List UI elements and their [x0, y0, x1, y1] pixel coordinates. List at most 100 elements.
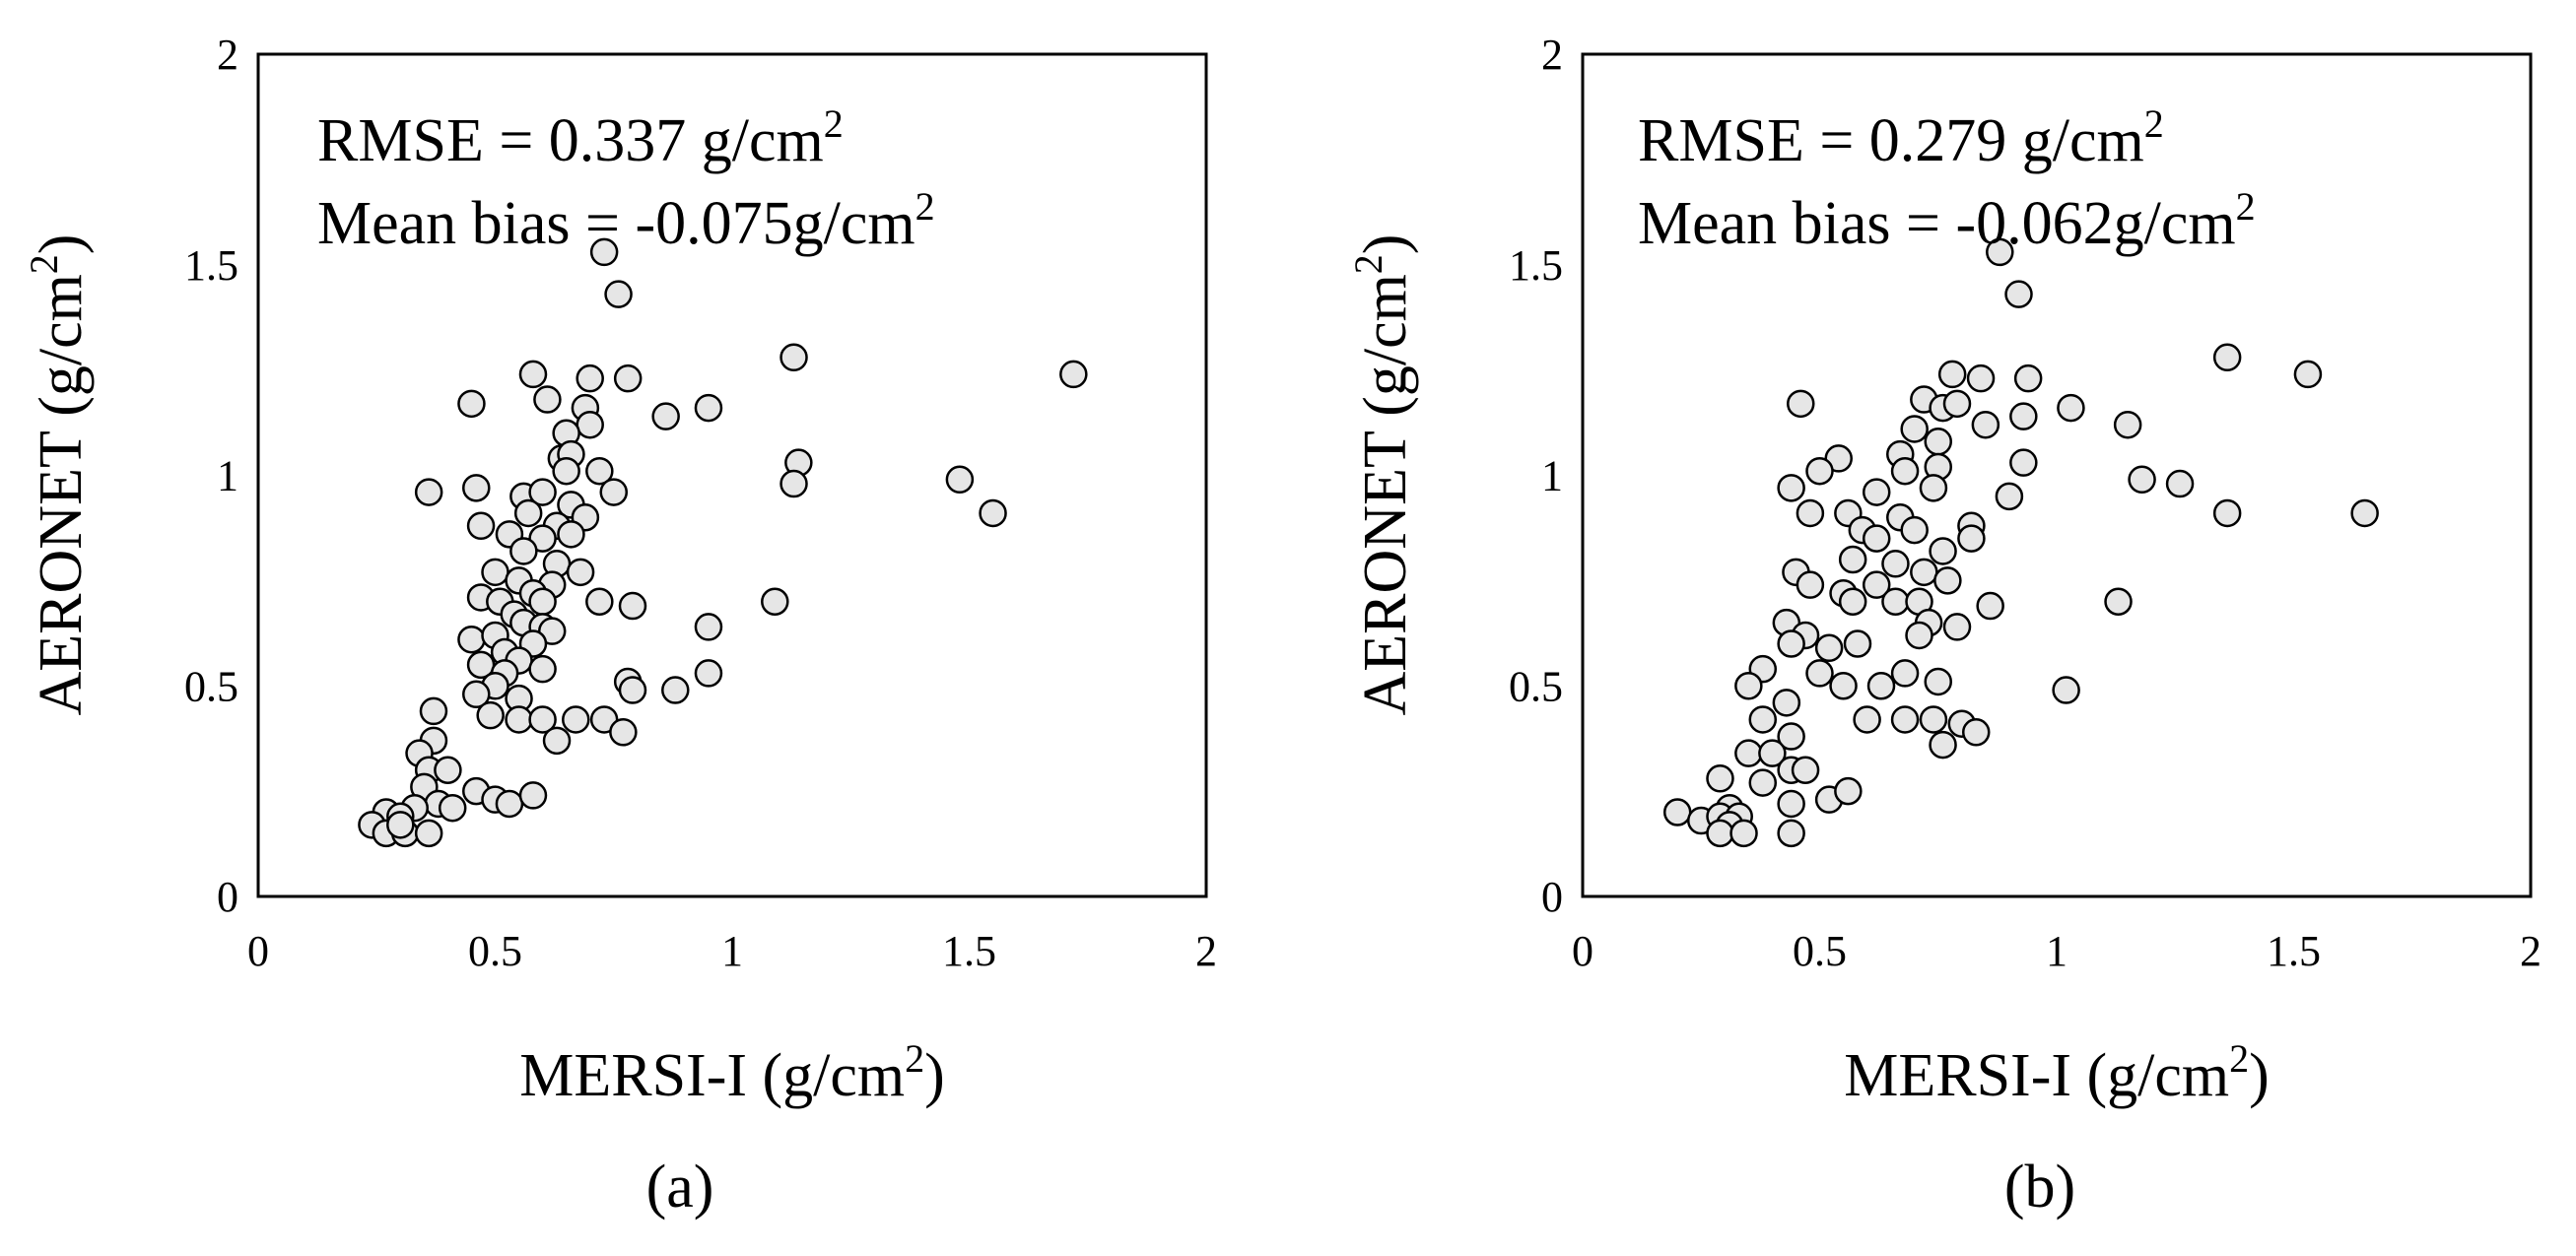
data-point [1059, 360, 1088, 389]
x-axis-label: MERSI-I (g/cm2) [1844, 1036, 2270, 1109]
data-point [1900, 515, 1929, 545]
data-point [1933, 566, 1962, 595]
data-point [618, 676, 647, 704]
x-tick-label: 1.5 [942, 927, 996, 975]
data-point [1734, 739, 1763, 767]
data-point [1862, 570, 1891, 599]
x-axis-label: MERSI-I (g/cm2) [519, 1036, 945, 1109]
y-tick-label: 2 [217, 31, 238, 79]
data-point [1814, 633, 1844, 663]
rmse-annotation: RMSE = 0.279 g/cm2 [1638, 101, 2164, 174]
data-point [1706, 764, 1734, 793]
data-point [2009, 402, 2038, 430]
y-tick-label: 0.5 [1509, 662, 1563, 710]
data-point [2293, 360, 2323, 389]
data-point [1866, 672, 1896, 700]
data-point [618, 591, 647, 621]
data-point [518, 360, 548, 389]
y-tick-label: 1.5 [1509, 241, 1563, 290]
data-point [1986, 237, 2014, 267]
data-point [1924, 428, 1952, 456]
x-tick-label: 1 [2046, 927, 2068, 975]
data-point [1957, 524, 1986, 553]
scatter-panel-a: 0 0.5 1 1.5 2 0 0.5 1 1.5 2 RMSE = 0.337 g/cm2 Me… [22, 31, 1217, 1221]
data-point [1777, 722, 1805, 751]
data-point [1834, 776, 1863, 806]
data-point [2113, 410, 2142, 439]
data-point [495, 789, 524, 819]
tick-labels: 0 0.5 1 1.5 2 0 0.5 1 1.5 2 [184, 31, 1217, 975]
data-point [1942, 389, 1972, 419]
data-point [457, 625, 486, 654]
data-point [1777, 789, 1805, 819]
data-point [481, 558, 509, 587]
bias-annotation: Mean bias = -0.062g/cm2 [1638, 184, 2256, 257]
data-point [1961, 718, 1991, 747]
data-point [1791, 756, 1820, 784]
data-point [599, 478, 628, 506]
data-point [1924, 667, 1952, 696]
data-point [780, 469, 808, 498]
data-point [604, 280, 633, 308]
data-point [1758, 739, 1787, 767]
x-tick-label: 1.5 [2267, 927, 2321, 975]
data-point [414, 478, 443, 506]
data-point [1937, 360, 1967, 389]
data-point [2057, 393, 2085, 423]
x-tick-label: 1 [721, 927, 743, 975]
data-point [1853, 705, 1881, 734]
x-tick-label: 0.5 [1793, 927, 1847, 975]
scatter-panel-b: 0 0.5 1 1.5 2 0 0.5 1 1.5 2 RMSE = 0.279 g/cm2 Me… [1346, 31, 2542, 1221]
data-point [1805, 456, 1834, 486]
data-point [1929, 537, 1957, 565]
data-point [1662, 798, 1692, 826]
data-point [1862, 524, 1891, 553]
data-point [1890, 705, 1920, 734]
data-point [2212, 498, 2242, 528]
y-tick-label: 0 [1541, 873, 1563, 921]
data-points [1662, 237, 2379, 848]
data-point [1777, 629, 1805, 658]
data-point [1919, 705, 1948, 734]
rmse-annotation: RMSE = 0.337 g/cm2 [317, 101, 844, 174]
y-tick-label: 2 [1541, 31, 1563, 79]
data-point [613, 364, 643, 393]
data-point [780, 343, 808, 372]
data-point [457, 389, 486, 419]
data-point [2009, 448, 2038, 477]
x-tick-label: 2 [2520, 927, 2542, 975]
data-point [2212, 343, 2242, 372]
data-point [2004, 280, 2033, 308]
data-point [509, 537, 538, 565]
data-point [576, 410, 604, 439]
data-point [528, 654, 557, 684]
y-tick-label: 0.5 [184, 662, 238, 710]
data-point [414, 819, 443, 848]
y-tick-label: 1 [1541, 452, 1563, 500]
data-point [1919, 474, 1948, 502]
data-point [585, 456, 614, 486]
data-point [1890, 456, 1920, 486]
data-point [2165, 469, 2195, 498]
data-point [1748, 705, 1778, 734]
data-points [358, 237, 1088, 848]
data-point [2052, 676, 2080, 704]
data-point [1777, 819, 1805, 848]
data-point [945, 465, 975, 495]
panel-label: (a) [646, 1154, 714, 1221]
y-tick-label: 1.5 [184, 241, 238, 290]
data-point [1838, 587, 1867, 616]
data-point [589, 237, 619, 267]
data-point [2013, 364, 2043, 393]
data-point [1976, 591, 2004, 621]
data-point [1900, 415, 1929, 443]
data-point [1929, 730, 1957, 760]
y-axis-label: AERONET (g/cm2) [22, 234, 95, 716]
data-point [505, 705, 533, 734]
data-point [1748, 768, 1778, 797]
data-point [518, 781, 548, 810]
data-point [1796, 498, 1825, 528]
data-point [462, 680, 491, 709]
data-point [694, 393, 723, 423]
data-point [1787, 389, 1815, 419]
